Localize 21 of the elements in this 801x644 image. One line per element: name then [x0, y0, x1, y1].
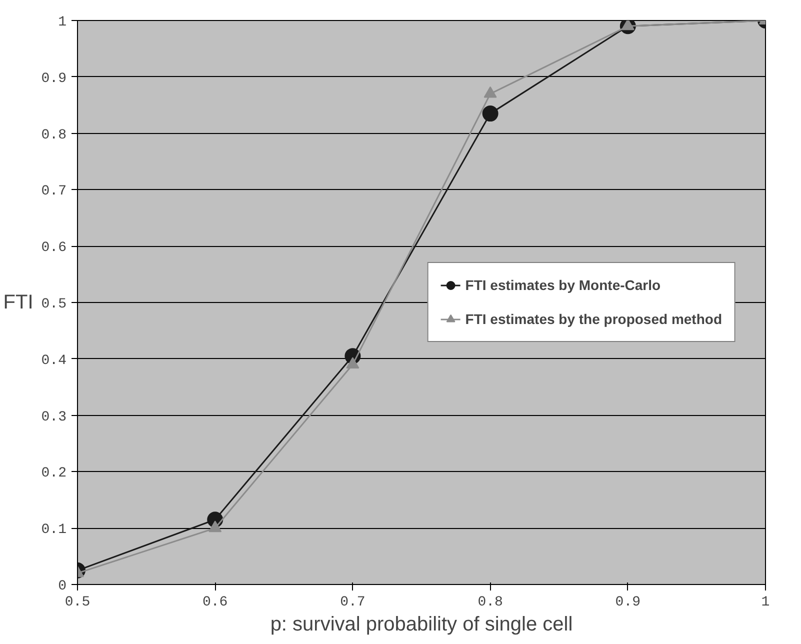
- y-tick-label: 1: [58, 14, 67, 30]
- x-tick-label: 0.7: [340, 594, 366, 610]
- x-tick-label: 0.9: [615, 594, 641, 610]
- y-tick-label: 0.5: [41, 296, 67, 312]
- y-axis-title: FTI: [3, 292, 34, 314]
- y-tick-label: 0.6: [41, 240, 67, 256]
- y-tick-label: 0.9: [41, 70, 67, 87]
- y-tick-label: 0.4: [41, 352, 67, 369]
- x-tick-label: 0.6: [202, 594, 228, 610]
- y-tick-label: 0.2: [41, 466, 67, 482]
- legend-label: FTI estimates by Monte-Carlo: [465, 277, 661, 293]
- y-tick-label: 0.3: [41, 409, 67, 426]
- point: [482, 106, 498, 122]
- y-tick-label: 0.1: [41, 522, 67, 538]
- x-tick-label: 0.8: [478, 594, 503, 610]
- x-axis-title: p: survival probability of single cell: [270, 614, 573, 636]
- y-tick-label: 0.8: [41, 127, 67, 144]
- y-tick-label: 0.7: [41, 184, 67, 200]
- x-tick-label: 1: [761, 594, 770, 610]
- legend-label: FTI estimates by the proposed method: [465, 311, 722, 327]
- y-tick-label: 0: [58, 578, 67, 594]
